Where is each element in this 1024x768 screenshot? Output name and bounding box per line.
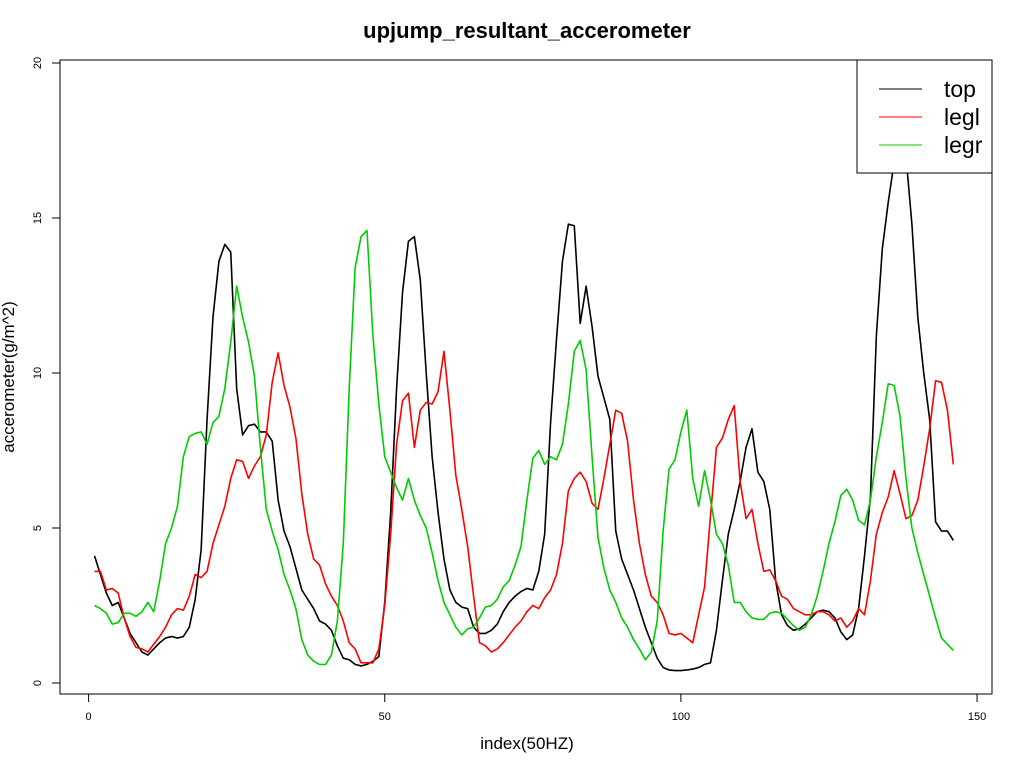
y-tick-label: 5 (32, 525, 44, 531)
legend-label-legl: legl (944, 104, 980, 130)
x-axis: 0 50 100 150 (86, 693, 986, 723)
series-line-legl (94, 350, 955, 664)
y-axis-label: accerometer(g/m^2) (0, 301, 18, 453)
legend-label-legr: legr (944, 132, 983, 158)
series-line-top (93, 155, 955, 672)
y-tick-label: 15 (32, 212, 44, 224)
x-tick-label: 100 (672, 711, 690, 723)
x-axis-label: index(50HZ) (480, 734, 574, 753)
x-tick-label: 150 (968, 711, 986, 723)
y-tick-label: 0 (32, 680, 44, 686)
legend-label-top: top (944, 76, 976, 102)
y-tick-label: 10 (32, 367, 44, 379)
y-axis: 0 5 10 15 20 (32, 57, 61, 686)
series-line-legr (94, 229, 954, 666)
x-tick-label: 0 (86, 711, 92, 723)
series-layer (93, 155, 955, 672)
x-tick-label: 50 (379, 711, 391, 723)
chart-title: upjump_resultant_accerometer (363, 18, 691, 43)
y-tick-label: 20 (32, 57, 44, 69)
